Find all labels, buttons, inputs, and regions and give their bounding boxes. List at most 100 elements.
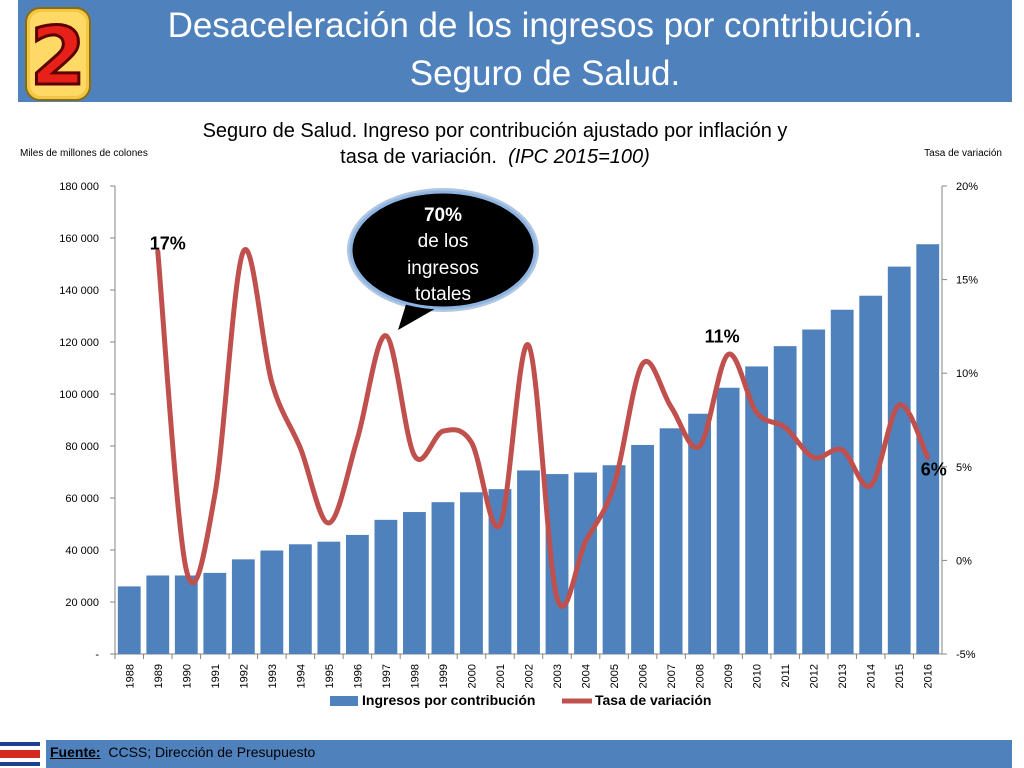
slide-title-line1: Desaceleración de los ingresos por contr… [167,6,923,45]
y-left-tick-label: 40 000 [65,545,99,557]
legend-swatch-bars [330,696,358,706]
bar-1989 [146,575,170,654]
x-tick-label: 2010 [752,664,764,688]
y-left-tick-label: 20 000 [65,597,99,609]
bar-2010 [745,366,769,654]
slide-number: 2 [30,10,86,102]
callout-line3: ingresos [407,258,479,279]
bar-1990 [174,575,198,654]
footer-source-label: Fuente: [50,744,101,760]
bar-2013 [830,309,854,654]
x-tick-label: 2011 [780,664,792,688]
bar-2005 [602,465,626,654]
bar-2014 [859,295,883,654]
flag-icon [0,742,40,766]
bar-2006 [631,444,654,654]
x-tick-label: 2005 [609,664,621,688]
x-tick-label: 2008 [695,664,707,688]
bar-2012 [802,329,826,654]
data-labels: 17% 11% 6% [150,234,947,480]
y-right-tick-label: 5% [956,462,972,474]
bar-2001 [488,489,512,654]
bar-2015 [887,266,911,654]
bar-2011 [773,346,797,654]
y-right-tick-label: 15% [956,275,978,287]
y-axis-right-title: Tasa de variación [924,148,1002,159]
legend-label-bars: Ingresos por contribución [362,692,535,708]
y-left-tick-label: 60 000 [65,493,99,505]
slide-title-line2: Seguro de Salud. [409,54,681,93]
x-tick-label: 2013 [837,664,849,688]
y-left-tick-label: 100 000 [59,389,99,401]
bar-2002 [517,470,540,654]
annotation-2016: 6% [921,459,947,479]
x-tick-label: 2015 [894,664,906,688]
bar-1996 [345,534,369,654]
line-series [155,247,931,609]
chart-title: Seguro de Salud. Ingreso por contribució… [140,118,850,170]
bar-2007 [659,428,683,654]
bar-1999 [431,502,455,654]
annotation-2009: 11% [705,326,740,346]
x-tick-label: 2006 [638,664,650,688]
line-tasa-de-variacion [155,247,931,609]
bar-1991 [203,572,227,654]
bar-1997 [374,519,398,654]
title-bar [18,0,1012,102]
bar-2003 [545,474,569,654]
x-tick-label: 2009 [723,664,735,688]
x-tick-label: 1993 [267,664,279,688]
chart-title-line2: tasa de variación. (IPC 2015=100) [140,144,850,170]
callout-line2: de los [418,231,469,252]
y-left-tick-label: 140 000 [59,285,99,297]
chart-title-line1: Seguro de Salud. Ingreso por contribució… [202,120,788,142]
y-left-tick-label: 160 000 [59,233,99,245]
x-tick-label: 2001 [495,664,507,688]
bar-1995 [317,541,341,654]
y-left-tick-label: 80 000 [65,441,99,453]
legend: Ingresos por contribución Tasa de variaci… [330,692,711,708]
bar-2016 [916,244,940,655]
y-right-tick-label: 10% [956,368,978,380]
slide-number-badge: 2 [25,7,91,102]
x-tick-label: 2002 [524,664,536,688]
y-axis-left-title: Miles de millones de colones [20,148,148,159]
x-tick-label: 1995 [324,664,336,688]
callout: 70% de los ingresos totales [347,188,539,330]
x-tick-label: 1990 [181,664,193,688]
callout-bubble [349,190,537,310]
x-tick-label: 1989 [153,664,165,688]
x-tick-label: 2004 [581,664,593,688]
annotation-1989: 17% [150,234,186,254]
legend-label-line: Tasa de variación [595,692,711,708]
slide-title: Desaceleración de los ingresos por contr… [80,2,1010,98]
footer-source: Fuente: CCSS; Dirección de Presupuesto [50,744,315,760]
x-tick-label: 1991 [210,664,222,688]
chart: - 20 000 40 000 60 000 80 000 100 000 120 000 1… [59,181,978,708]
footer-source-text: CCSS; Dirección de Presupuesto [108,744,316,760]
footer-bar [46,740,1012,768]
y-right-tick-label: 20% [956,181,978,193]
bar-2000 [460,492,483,654]
bar-1994 [288,544,312,654]
callout-line4: totales [415,284,471,305]
bar-1992 [231,559,255,654]
y-left-tick-label: 180 000 [59,181,99,193]
bar-series [117,244,940,655]
bar-2009 [716,387,740,654]
bar-1998 [403,512,426,654]
y-right-tick-label: -5% [956,649,976,661]
x-tick-label: 1994 [295,664,307,688]
x-tick-label: 2000 [466,664,478,688]
x-tick-label: 1997 [381,664,393,688]
callout-pct: 70% [424,205,462,226]
bar-2008 [688,413,712,654]
y-left-tick-label: 120 000 [59,337,99,349]
y-left-tick-label: - [95,649,99,661]
y-right-tick-label: 0% [956,555,972,567]
bar-1988 [117,586,141,654]
bar-2004 [574,472,597,654]
chart-title-italic: (IPC 2015=100) [508,146,650,168]
x-tick-label: 2003 [552,664,564,688]
chart-title-line2-text: tasa de variación. [340,146,497,168]
